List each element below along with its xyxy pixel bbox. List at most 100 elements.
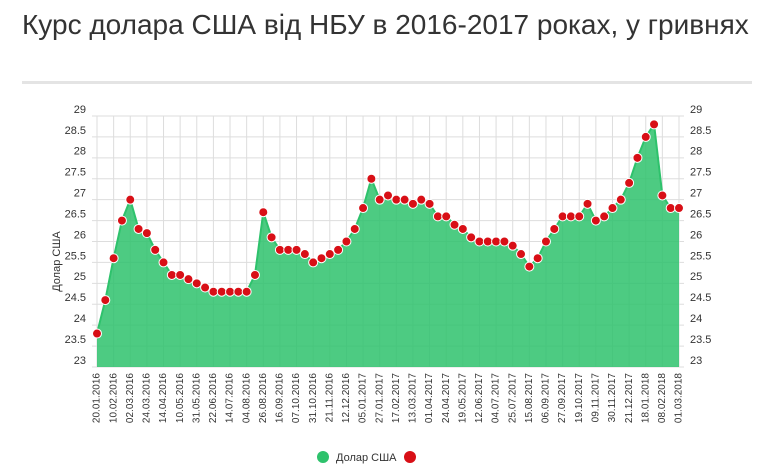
point	[283, 244, 294, 255]
point	[100, 295, 111, 306]
point	[374, 194, 385, 205]
point	[524, 261, 535, 272]
point	[316, 253, 327, 264]
y2-tick-label: 28.5	[690, 125, 711, 137]
point	[657, 190, 668, 201]
x-tick-label: 12.06.2017	[474, 373, 485, 423]
y2-tick-label: 24	[690, 313, 702, 325]
point	[133, 223, 144, 234]
legend-marker-swatch	[404, 451, 416, 463]
point	[441, 211, 452, 222]
x-tick-label: 25.07.2017	[507, 373, 518, 423]
point	[166, 269, 177, 280]
point	[540, 236, 551, 247]
point	[391, 194, 402, 205]
x-tick-label: 14.07.2016	[225, 373, 236, 423]
x-tick-label: 10.05.2016	[175, 373, 186, 423]
point	[549, 223, 560, 234]
x-tick-label: 01.04.2017	[424, 373, 435, 423]
point	[674, 203, 684, 214]
point	[649, 119, 660, 130]
point	[299, 249, 310, 260]
point	[216, 286, 227, 297]
x-tick-label: 22.06.2016	[208, 373, 219, 423]
x-tick-label: 31.10.2016	[308, 373, 319, 423]
point	[158, 257, 169, 268]
point	[457, 223, 468, 234]
x-tick-label: 08.02.2018	[657, 373, 668, 423]
point	[383, 190, 393, 201]
point	[308, 257, 319, 268]
x-tick-label: 04.08.2016	[241, 373, 252, 423]
area	[97, 124, 679, 367]
y2-tick-label: 23	[690, 355, 702, 367]
x-tick-label: 21.11.2016	[324, 373, 335, 423]
point	[125, 194, 136, 205]
point	[474, 236, 485, 247]
point	[266, 232, 277, 243]
x-tick-label: 26.08.2016	[258, 373, 269, 423]
point	[557, 211, 568, 222]
point	[333, 244, 344, 255]
legend-swatch	[317, 451, 329, 463]
point	[640, 131, 651, 142]
x-tick-label: 09.11.2017	[590, 373, 601, 423]
point	[274, 244, 285, 255]
point	[432, 211, 443, 222]
y2-tick-label: 25.5	[690, 250, 711, 262]
x-tick-label: 14.04.2016	[158, 373, 169, 423]
y-tick-label: 27	[74, 188, 86, 200]
point	[449, 219, 460, 230]
point	[366, 173, 377, 184]
point	[574, 211, 585, 222]
point	[258, 207, 269, 218]
point	[466, 232, 477, 243]
x-tick-label: 24.03.2016	[142, 373, 153, 423]
x-tick-label: 01.03.2018	[674, 373, 685, 423]
y-tick-label: 25	[74, 271, 86, 283]
point	[249, 269, 260, 280]
x-tick-label: 31.05.2016	[191, 373, 202, 423]
point	[116, 215, 127, 226]
x-tick-label: 07.10.2016	[291, 373, 302, 423]
point	[233, 286, 244, 297]
y2-tick-label: 27.5	[690, 167, 711, 179]
point	[241, 286, 252, 297]
x-tick-label: 12.12.2016	[341, 373, 352, 423]
point	[141, 228, 152, 239]
point	[324, 249, 335, 260]
point	[499, 236, 510, 247]
x-tick-label: 27.01.2017	[374, 373, 385, 423]
point	[358, 203, 369, 214]
y-tick-label: 25.5	[65, 250, 86, 262]
point	[175, 269, 186, 280]
point	[416, 194, 427, 205]
y-tick-label: 24.5	[65, 292, 86, 304]
point	[590, 215, 601, 226]
point	[349, 223, 360, 234]
y2-tick-label: 26.5	[690, 208, 711, 220]
point	[407, 198, 418, 209]
x-tick-label: 06.09.2017	[541, 373, 552, 423]
point	[208, 286, 219, 297]
point	[200, 282, 211, 293]
x-tick-label: 16.09.2016	[275, 373, 286, 423]
point	[291, 244, 302, 255]
x-tick-label: 27.09.2017	[557, 373, 568, 423]
point	[491, 236, 502, 247]
point	[615, 194, 626, 205]
y2-tick-label: 23.5	[690, 334, 711, 346]
point	[507, 240, 518, 251]
x-tick-label: 13.03.2017	[408, 373, 419, 423]
point	[341, 236, 352, 247]
y2-tick-label: 29	[690, 104, 702, 116]
point	[482, 236, 493, 247]
x-tick-label: 19.10.2017	[574, 373, 585, 423]
y-tick-label: 28	[74, 146, 86, 158]
x-tick-label: 15.08.2017	[524, 373, 535, 423]
point	[424, 198, 435, 209]
y-tick-label: 27.5	[65, 167, 86, 179]
y2-tick-label: 27	[690, 188, 702, 200]
y2-tick-label: 25	[690, 271, 702, 283]
